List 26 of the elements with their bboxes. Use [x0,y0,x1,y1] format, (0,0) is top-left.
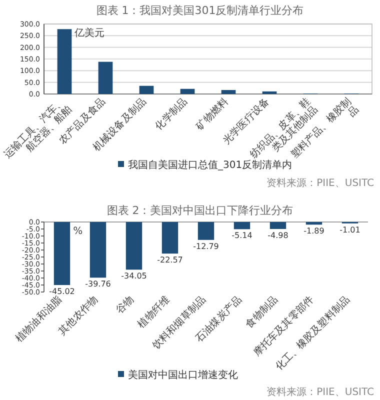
data-label: -1.01 [340,225,360,234]
data-label: -39.76 [85,280,111,289]
bar [221,90,236,94]
data-label: -4.98 [268,230,288,240]
bar [262,91,277,94]
y-axis-title: % [73,226,83,237]
data-label: -45.02 [49,287,75,296]
y-axis-title: 亿美元 [74,27,105,39]
data-label: -34.05 [121,272,147,281]
data-label: -12.79 [193,242,219,251]
text: 资料来源：PIIE、USITC [266,386,374,398]
data-label: -1.89 [304,226,324,236]
bar [57,29,72,94]
chart-title: 图表 1：我国对美国301反制清单行业分布 [96,4,304,17]
x-tick-label: 化学制品 [152,96,190,132]
chart-title: 图表 2：美国对中国出口下降行业分布 [106,204,294,217]
bar [139,86,154,94]
x-tick-label: 矿物燃料 [193,96,231,134]
bar [98,62,113,94]
text: 资料来源：PIIE、USITC [266,177,374,189]
x-tick-label: 谷物 [113,294,136,316]
bar [180,88,195,94]
data-label: -5.14 [232,231,252,240]
data-label: -22.57 [157,256,183,265]
legend-label: 我国自美国进口总值_301反制清单内 [128,159,292,171]
legend-label: 美国对中国出口增速变化 [128,369,238,381]
